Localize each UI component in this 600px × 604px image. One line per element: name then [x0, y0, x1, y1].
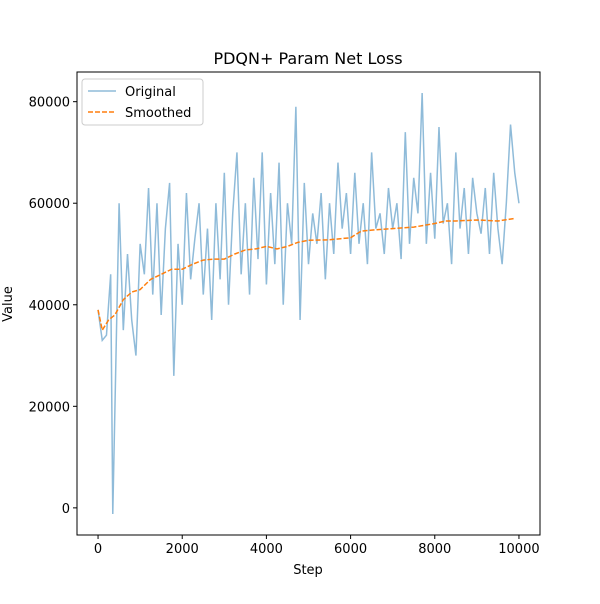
series-line [97, 93, 520, 514]
chart-title: PDQN+ Param Net Loss [213, 49, 402, 68]
y-tick-label: 20000 [29, 400, 70, 415]
x-axis-label: Step [293, 563, 323, 578]
y-tick-label: 60000 [29, 197, 70, 212]
x-tick-label: 10000 [498, 542, 539, 557]
y-axis-label: Value [1, 286, 16, 322]
x-tick-label: 0 [94, 542, 102, 557]
y-tick-label: 0 [62, 502, 70, 517]
x-tick-label: 8000 [418, 542, 451, 557]
y-tick-label: 80000 [29, 96, 70, 111]
x-tick-label: 6000 [334, 542, 367, 557]
legend-label: Original [125, 85, 176, 100]
series-line [97, 217, 515, 333]
y-tick-label: 40000 [29, 299, 70, 314]
legend-label: Smoothed [125, 106, 191, 121]
x-tick-label: 4000 [250, 542, 283, 557]
x-tick-label: 2000 [166, 542, 199, 557]
plot-frame [76, 71, 541, 536]
